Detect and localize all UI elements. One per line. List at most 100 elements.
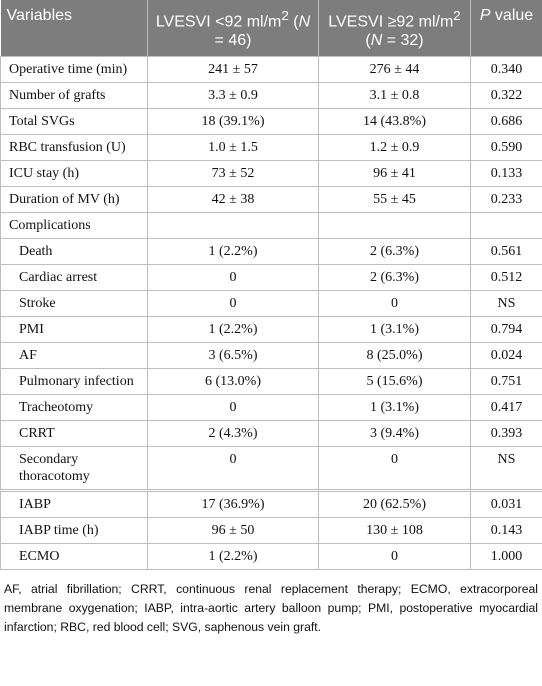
table-cell: 18 (39.1%) [147, 108, 319, 136]
table-row: AF 3 (6.5%) 8 (25.0%) 0.024 [0, 342, 542, 370]
header-text: LVESVI <92 ml/m [155, 13, 282, 31]
cell-value: 18 (39.1%) [201, 114, 265, 130]
cell-value: 0.590 [490, 140, 523, 156]
table-cell: Cardiac arrest [0, 264, 148, 292]
footnote: AF, atrial fibrillation; CRRT, continuou… [4, 582, 538, 635]
table-row: Stroke 0 0 NS [0, 290, 542, 318]
table-cell: Complications [0, 212, 148, 240]
cell-value: 73 ± 52 [211, 166, 255, 182]
table-cell: 20 (62.5%) [318, 489, 471, 519]
cell-value: 96 ± 50 [211, 523, 255, 539]
cell-value: 0.024 [490, 348, 523, 364]
cell-value: NS [497, 296, 516, 312]
row-label: Total SVGs [9, 114, 75, 130]
table-cell: IABP time (h) [0, 517, 148, 545]
table-cell: Stroke [0, 290, 148, 318]
table-cell [318, 212, 471, 240]
cell-value: 0.561 [490, 244, 523, 260]
table-cell: 2 (4.3%) [147, 420, 319, 448]
cell-value: 130 ± 108 [366, 523, 423, 539]
table-row: Total SVGs 18 (39.1%) 14 (43.8%) 0.686 [0, 108, 542, 136]
table-cell: 1 (2.2%) [147, 543, 319, 571]
header-italic: N [370, 32, 383, 50]
header-text: = 46) [214, 32, 252, 50]
header-text: ( [365, 32, 371, 50]
table-cell: 55 ± 45 [318, 186, 471, 214]
cell-value: 1 (2.2%) [208, 322, 258, 338]
table-row: PMI 1 (2.2%) 1 (3.1%) 0.794 [0, 316, 542, 344]
table-cell: 1.0 ± 1.5 [147, 134, 319, 162]
row-label: RBC transfusion (U) [9, 140, 126, 156]
table-cell: 0 [318, 446, 471, 492]
table-cell: 0 [318, 543, 471, 571]
row-label: Complications [9, 218, 91, 234]
table-cell: IABP [0, 489, 148, 519]
table-cell: 130 ± 108 [318, 517, 471, 545]
table-row: Secondary thoracotomy 0 0 NS [0, 446, 542, 492]
cell-value: 1 (3.1%) [370, 400, 419, 416]
row-label: IABP [19, 497, 51, 513]
cell-value: 8 (25.0%) [366, 348, 423, 364]
table-cell: Death [0, 238, 148, 266]
table-cell: NS [470, 290, 542, 318]
table-cell: 0.024 [470, 342, 542, 370]
table-cell: 5 (15.6%) [318, 368, 471, 396]
table-row: IABP time (h) 96 ± 50 130 ± 108 0.143 [0, 517, 542, 545]
cell-value: 0.133 [490, 166, 523, 182]
table-row: CRRT 2 (4.3%) 3 (9.4%) 0.393 [0, 420, 542, 448]
cell-value: 1.000 [490, 549, 523, 565]
table-cell: 96 ± 41 [318, 160, 471, 188]
row-label: AF [19, 348, 37, 364]
header-cell: Variables [0, 0, 148, 57]
table-cell: 0.794 [470, 316, 542, 344]
cell-value: 0.031 [490, 497, 523, 513]
cell-value: 14 (43.8%) [363, 114, 426, 130]
table-cell [470, 212, 542, 240]
cell-value: 3 (6.5%) [208, 348, 258, 364]
header-italic: P [479, 7, 491, 24]
row-label: ECMO [19, 549, 60, 565]
table-cell: 0.561 [470, 238, 542, 266]
table-cell: 17 (36.9%) [147, 489, 319, 519]
table-cell: 0.751 [470, 368, 542, 396]
table-cell [147, 212, 319, 240]
table-cell: 0.143 [470, 517, 542, 545]
cell-value: 3.1 ± 0.8 [369, 88, 420, 104]
table-cell: 0 [147, 446, 319, 492]
table-cell: AF [0, 342, 148, 370]
row-label: Stroke [19, 296, 56, 312]
cell-value: 1.0 ± 1.5 [208, 140, 258, 156]
table-cell: 96 ± 50 [147, 517, 319, 545]
table-row: ICU stay (h) 73 ± 52 96 ± 41 0.133 [0, 160, 542, 188]
header-row: Variables LVESVI <92 ml/m2 (N = 46) LVES… [0, 0, 542, 57]
table-header: Variables LVESVI <92 ml/m2 (N = 46) LVES… [0, 0, 542, 57]
row-label: Cardiac arrest [19, 270, 98, 286]
cell-value: 1.2 ± 0.9 [369, 140, 420, 156]
table-cell: 3.3 ± 0.9 [147, 82, 319, 110]
header-cell: LVESVI ≥92 ml/m2 (N = 32) [318, 0, 471, 57]
row-label: Tracheotomy [19, 400, 94, 416]
cell-value: 0.512 [490, 270, 523, 286]
table-cell: 3 (9.4%) [318, 420, 471, 448]
table-cell: 8 (25.0%) [318, 342, 471, 370]
cell-value: 1 (3.1%) [370, 322, 419, 338]
cell-value: 0 [391, 549, 398, 565]
row-label: Secondary thoracotomy [19, 452, 90, 485]
table-cell: 14 (43.8%) [318, 108, 471, 136]
table-row: Complications [0, 212, 542, 240]
header-text: ( [288, 13, 299, 31]
cell-value: 0.143 [490, 523, 523, 539]
cell-value: 5 (15.6%) [366, 374, 423, 390]
table-cell: 2 (6.3%) [318, 264, 471, 292]
header-text: LVESVI ≥92 ml/m [328, 13, 454, 31]
table-cell: 0.133 [470, 160, 542, 188]
cell-value: 3 (9.4%) [370, 426, 419, 442]
table-cell: 1 (3.1%) [318, 316, 471, 344]
cell-value: NS [497, 452, 516, 468]
header-cell: P value [470, 0, 542, 57]
cell-value: 6 (13.0%) [205, 374, 261, 390]
row-label: Duration of MV (h) [9, 192, 120, 208]
cell-value: 0.322 [490, 88, 523, 104]
table-cell: 0.340 [470, 56, 542, 84]
